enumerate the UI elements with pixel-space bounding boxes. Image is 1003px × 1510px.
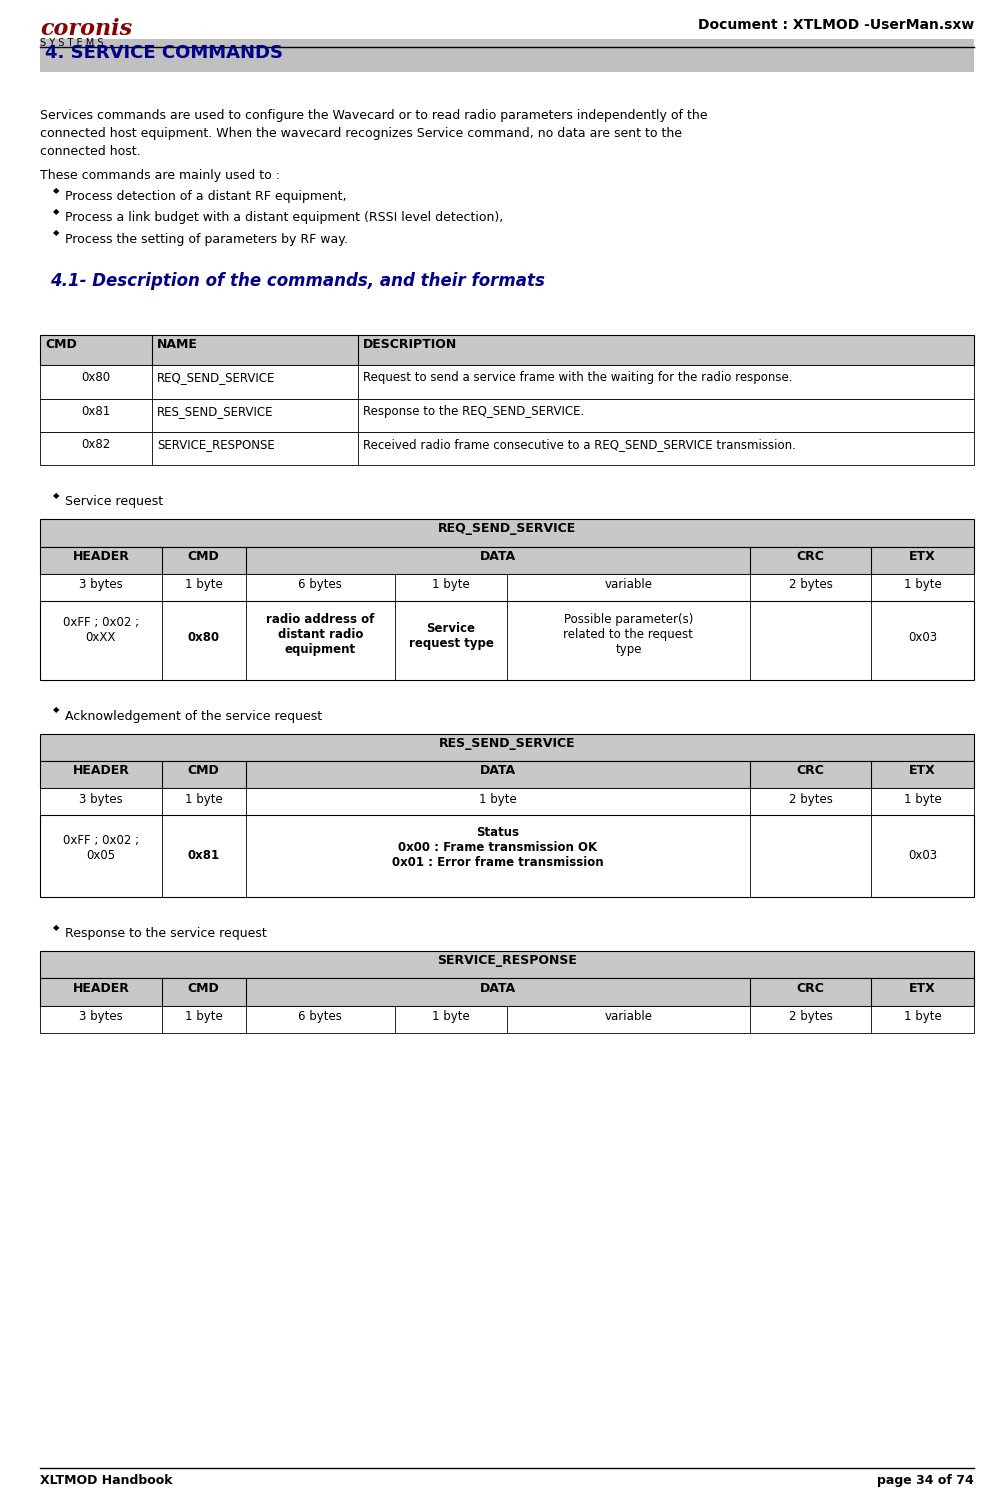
Text: ◆: ◆ (53, 705, 59, 714)
Text: SERVICE_RESPONSE: SERVICE_RESPONSE (157, 438, 275, 451)
Bar (40, 574, 973, 601)
Text: ETX: ETX (909, 982, 935, 995)
Bar (40, 815, 973, 897)
Text: 1 byte: 1 byte (903, 578, 941, 592)
Bar (40, 761, 973, 788)
Text: Response to the REQ_SEND_SERVICE.: Response to the REQ_SEND_SERVICE. (362, 405, 584, 418)
Text: Service
request type: Service request type (408, 622, 492, 651)
Text: radio address of
distant radio
equipment: radio address of distant radio equipment (266, 613, 374, 655)
Bar (40, 432, 973, 465)
Text: HEADER: HEADER (72, 982, 129, 995)
Bar (40, 547, 973, 574)
Text: Document : XTLMOD -UserMan.sxw: Document : XTLMOD -UserMan.sxw (697, 18, 973, 32)
Text: 1 byte: 1 byte (185, 1010, 223, 1024)
Bar (40, 788, 973, 815)
Text: DATA: DATA (479, 764, 516, 778)
Text: NAME: NAME (157, 338, 198, 352)
Text: Possible parameter(s)
related to the request
type: Possible parameter(s) related to the req… (563, 613, 693, 655)
Text: 2 bytes: 2 bytes (787, 793, 831, 806)
Text: CMD: CMD (188, 764, 220, 778)
Text: 1 byte: 1 byte (431, 578, 469, 592)
Bar (40, 39, 973, 72)
Text: Process the setting of parameters by RF way.: Process the setting of parameters by RF … (65, 233, 348, 246)
Text: 0x82: 0x82 (81, 438, 110, 451)
Text: 3 bytes: 3 bytes (79, 578, 122, 592)
Bar (40, 399, 973, 432)
Text: 0x03: 0x03 (907, 849, 936, 862)
Text: Service request: Service request (65, 495, 163, 509)
Bar (40, 601, 973, 680)
Text: ◆: ◆ (53, 491, 59, 500)
Text: Acknowledgement of the service request: Acknowledgement of the service request (65, 710, 322, 723)
Text: 4. SERVICE COMMANDS: 4. SERVICE COMMANDS (45, 44, 283, 62)
Text: 1 byte: 1 byte (903, 1010, 941, 1024)
Text: Process a link budget with a distant equipment (RSSI level detection),: Process a link budget with a distant equ… (65, 211, 504, 225)
Text: HEADER: HEADER (72, 550, 129, 563)
Text: 6 bytes: 6 bytes (298, 578, 342, 592)
Text: XLTMOD Handbook: XLTMOD Handbook (40, 1474, 173, 1487)
Text: Services commands are used to configure the Wavecard or to read radio parameters: Services commands are used to configure … (40, 109, 707, 122)
Text: 1 byte: 1 byte (431, 1010, 469, 1024)
Text: CRC: CRC (795, 550, 823, 563)
Bar (40, 365, 973, 399)
Text: S Y S T E M S: S Y S T E M S (40, 38, 103, 48)
Text: 0xFF ; 0x02 ;
0x05: 0xFF ; 0x02 ; 0x05 (63, 834, 138, 862)
Text: coronis: coronis (40, 18, 132, 41)
Text: ◆: ◆ (53, 228, 59, 237)
Text: HEADER: HEADER (72, 764, 129, 778)
Text: CMD: CMD (188, 982, 220, 995)
Text: CMD: CMD (188, 550, 220, 563)
Text: CMD: CMD (45, 338, 77, 352)
Text: DESCRIPTION: DESCRIPTION (362, 338, 456, 352)
Text: 1 byte: 1 byte (478, 793, 516, 806)
Text: 0x80: 0x80 (81, 371, 110, 385)
Text: Response to the service request: Response to the service request (65, 927, 267, 941)
Bar (40, 951, 973, 978)
Text: RES_SEND_SERVICE: RES_SEND_SERVICE (438, 737, 575, 750)
Text: REQ_SEND_SERVICE: REQ_SEND_SERVICE (437, 522, 576, 536)
Text: 6 bytes: 6 bytes (298, 1010, 342, 1024)
Text: 3 bytes: 3 bytes (79, 1010, 122, 1024)
Text: 2 bytes: 2 bytes (787, 578, 831, 592)
Text: 0xFF ; 0x02 ;
0xXX: 0xFF ; 0x02 ; 0xXX (63, 616, 138, 645)
Text: Process detection of a distant RF equipment,: Process detection of a distant RF equipm… (65, 190, 346, 204)
Text: 1 byte: 1 byte (903, 793, 941, 806)
Text: These commands are mainly used to :: These commands are mainly used to : (40, 169, 280, 183)
Text: connected host.: connected host. (40, 145, 140, 159)
Text: ETX: ETX (909, 764, 935, 778)
Text: CRC: CRC (795, 764, 823, 778)
Text: 3 bytes: 3 bytes (79, 793, 122, 806)
Text: Request to send a service frame with the waiting for the radio response.: Request to send a service frame with the… (362, 371, 791, 385)
Text: 4.1- Description of the commands, and their formats: 4.1- Description of the commands, and th… (50, 272, 545, 290)
Text: CRC: CRC (795, 982, 823, 995)
Text: 0x81: 0x81 (188, 849, 220, 862)
Text: 0x81: 0x81 (81, 405, 110, 418)
Text: Received radio frame consecutive to a REQ_SEND_SERVICE transmission.: Received radio frame consecutive to a RE… (362, 438, 794, 451)
Text: connected host equipment. When the wavecard recognizes Service command, no data : connected host equipment. When the wavec… (40, 127, 681, 140)
Text: 0x03: 0x03 (907, 631, 936, 645)
Text: page 34 of 74: page 34 of 74 (877, 1474, 973, 1487)
Text: SERVICE_RESPONSE: SERVICE_RESPONSE (436, 954, 577, 968)
Text: 1 byte: 1 byte (185, 578, 223, 592)
Bar (40, 1006, 973, 1033)
Text: DATA: DATA (479, 982, 516, 995)
Text: ◆: ◆ (53, 923, 59, 932)
Text: 1 byte: 1 byte (185, 793, 223, 806)
Text: 2 bytes: 2 bytes (787, 1010, 831, 1024)
Bar (40, 734, 973, 761)
Text: RES_SEND_SERVICE: RES_SEND_SERVICE (157, 405, 274, 418)
Text: ◆: ◆ (53, 186, 59, 195)
Text: DATA: DATA (479, 550, 516, 563)
Text: ◆: ◆ (53, 207, 59, 216)
Bar (40, 519, 973, 547)
Bar (40, 335, 973, 365)
Bar (40, 978, 973, 1006)
Text: variable: variable (604, 578, 652, 592)
Text: ETX: ETX (909, 550, 935, 563)
Text: variable: variable (604, 1010, 652, 1024)
Text: REQ_SEND_SERVICE: REQ_SEND_SERVICE (157, 371, 276, 385)
Text: Status
0x00 : Frame transmission OK
0x01 : Error frame transmission: Status 0x00 : Frame transmission OK 0x01… (391, 826, 603, 868)
Text: 0x80: 0x80 (188, 631, 220, 645)
